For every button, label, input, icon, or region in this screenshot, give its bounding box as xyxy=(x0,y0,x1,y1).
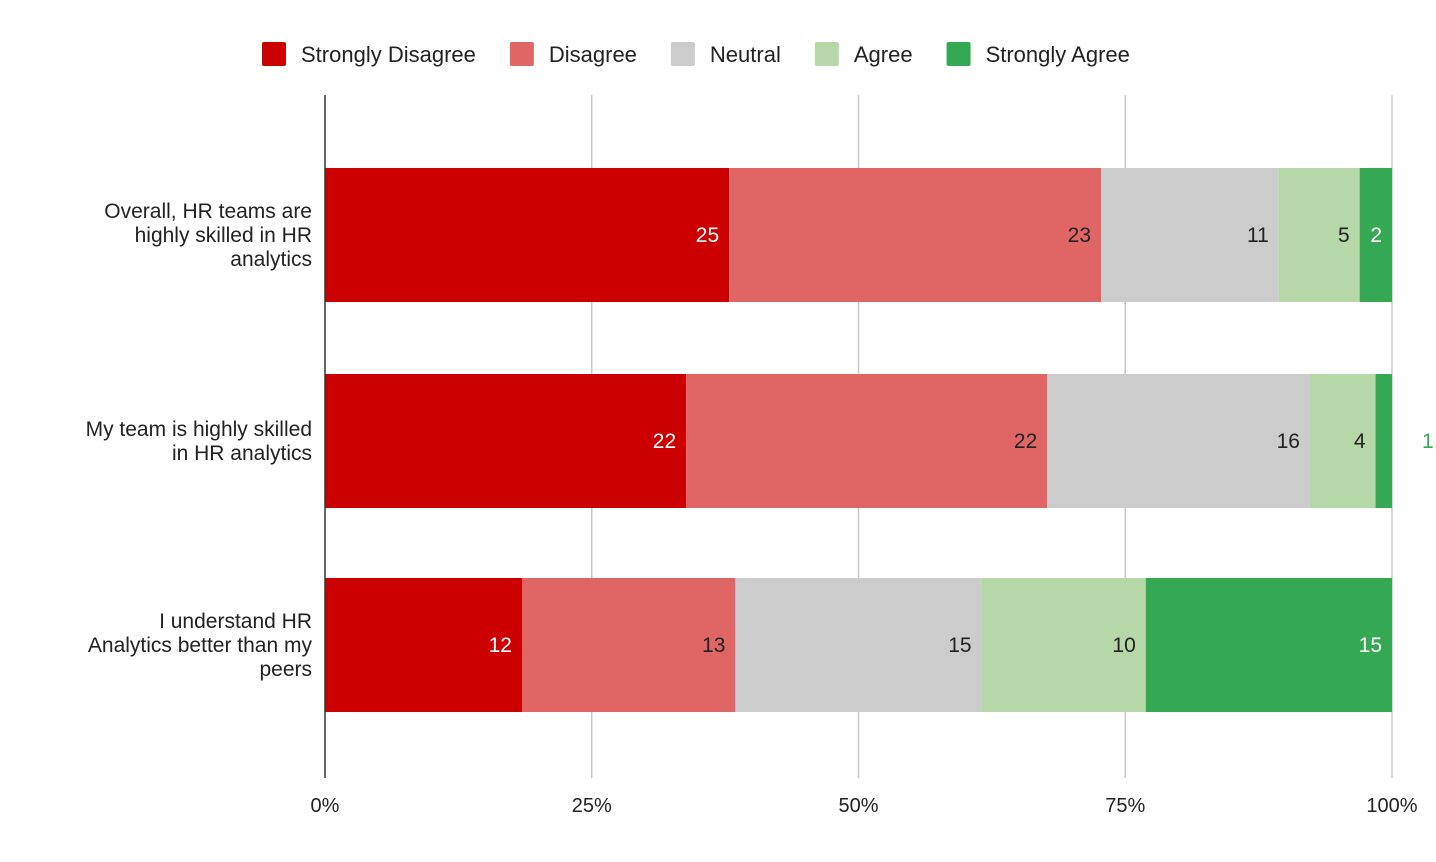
bar-segment xyxy=(729,168,1101,302)
bar-segment xyxy=(1047,374,1310,508)
x-tick-label: 50% xyxy=(838,795,878,817)
category-label: My team is highly skilled in HR analytics xyxy=(86,418,312,465)
bars xyxy=(325,168,1392,712)
x-tick-label: 25% xyxy=(572,795,612,817)
bar-segment xyxy=(325,374,687,508)
bar-segment xyxy=(1278,168,1360,302)
category-label: Overall, HR teams are highly skilled in H… xyxy=(104,200,312,271)
segment-labels: 25 23 11 5 222 22 16 4 112 13 15 10 15 xyxy=(489,224,1434,657)
data-label: 23 xyxy=(1068,224,1091,247)
legend-label: Disagree xyxy=(549,42,637,67)
legend-swatch xyxy=(262,42,286,66)
legend-swatch xyxy=(814,42,839,66)
legend-swatch xyxy=(946,42,971,66)
data-label: 2 xyxy=(1370,224,1382,247)
data-label: 15 xyxy=(948,634,971,657)
bar-segment xyxy=(325,168,730,302)
bar-segment xyxy=(981,578,1146,712)
legend: Strongly Disagree Disagree Neutral Agree Str… xyxy=(262,42,1130,67)
category-labels: Overall, HR teams are highly skilled in H… xyxy=(86,200,313,681)
data-label: 22 xyxy=(1014,430,1037,453)
data-label: 4 xyxy=(1354,430,1366,453)
data-label: 25 xyxy=(696,224,719,247)
x-tick-label: 0% xyxy=(311,795,340,817)
legend-swatch xyxy=(509,42,534,66)
data-label: 15 xyxy=(1359,634,1382,657)
data-label: 11 xyxy=(1247,224,1269,247)
data-label: 12 xyxy=(489,634,512,657)
bar-segment xyxy=(1145,578,1392,712)
bar-segment xyxy=(521,578,736,712)
legend-label: Strongly Agree xyxy=(986,42,1130,67)
bar-segment xyxy=(1375,374,1392,508)
bar-segment xyxy=(325,578,522,712)
data-label: 16 xyxy=(1277,430,1300,453)
data-label: 5 xyxy=(1338,224,1350,247)
legend-label: Strongly Disagree xyxy=(301,42,476,67)
legend-label: Neutral xyxy=(710,42,781,67)
category-label: I understand HR Analytics better than my p… xyxy=(88,610,313,681)
data-label: 1 xyxy=(1422,430,1434,453)
legend-swatch xyxy=(670,42,695,66)
x-tick-label: 100% xyxy=(1366,795,1417,817)
legend-label: Agree xyxy=(854,42,913,67)
bar-segment xyxy=(686,374,1048,508)
bar-segment xyxy=(1101,168,1279,302)
data-label: 22 xyxy=(653,430,676,453)
data-label: 10 xyxy=(1112,634,1135,657)
data-label: 13 xyxy=(702,634,725,657)
x-tick-label: 75% xyxy=(1105,795,1145,817)
bar-segment xyxy=(1359,168,1392,302)
bar-segment xyxy=(1309,374,1376,508)
bar-segment xyxy=(735,578,982,712)
x-axis-ticks: 0% 25% 50% 75% 100% xyxy=(311,795,1418,817)
